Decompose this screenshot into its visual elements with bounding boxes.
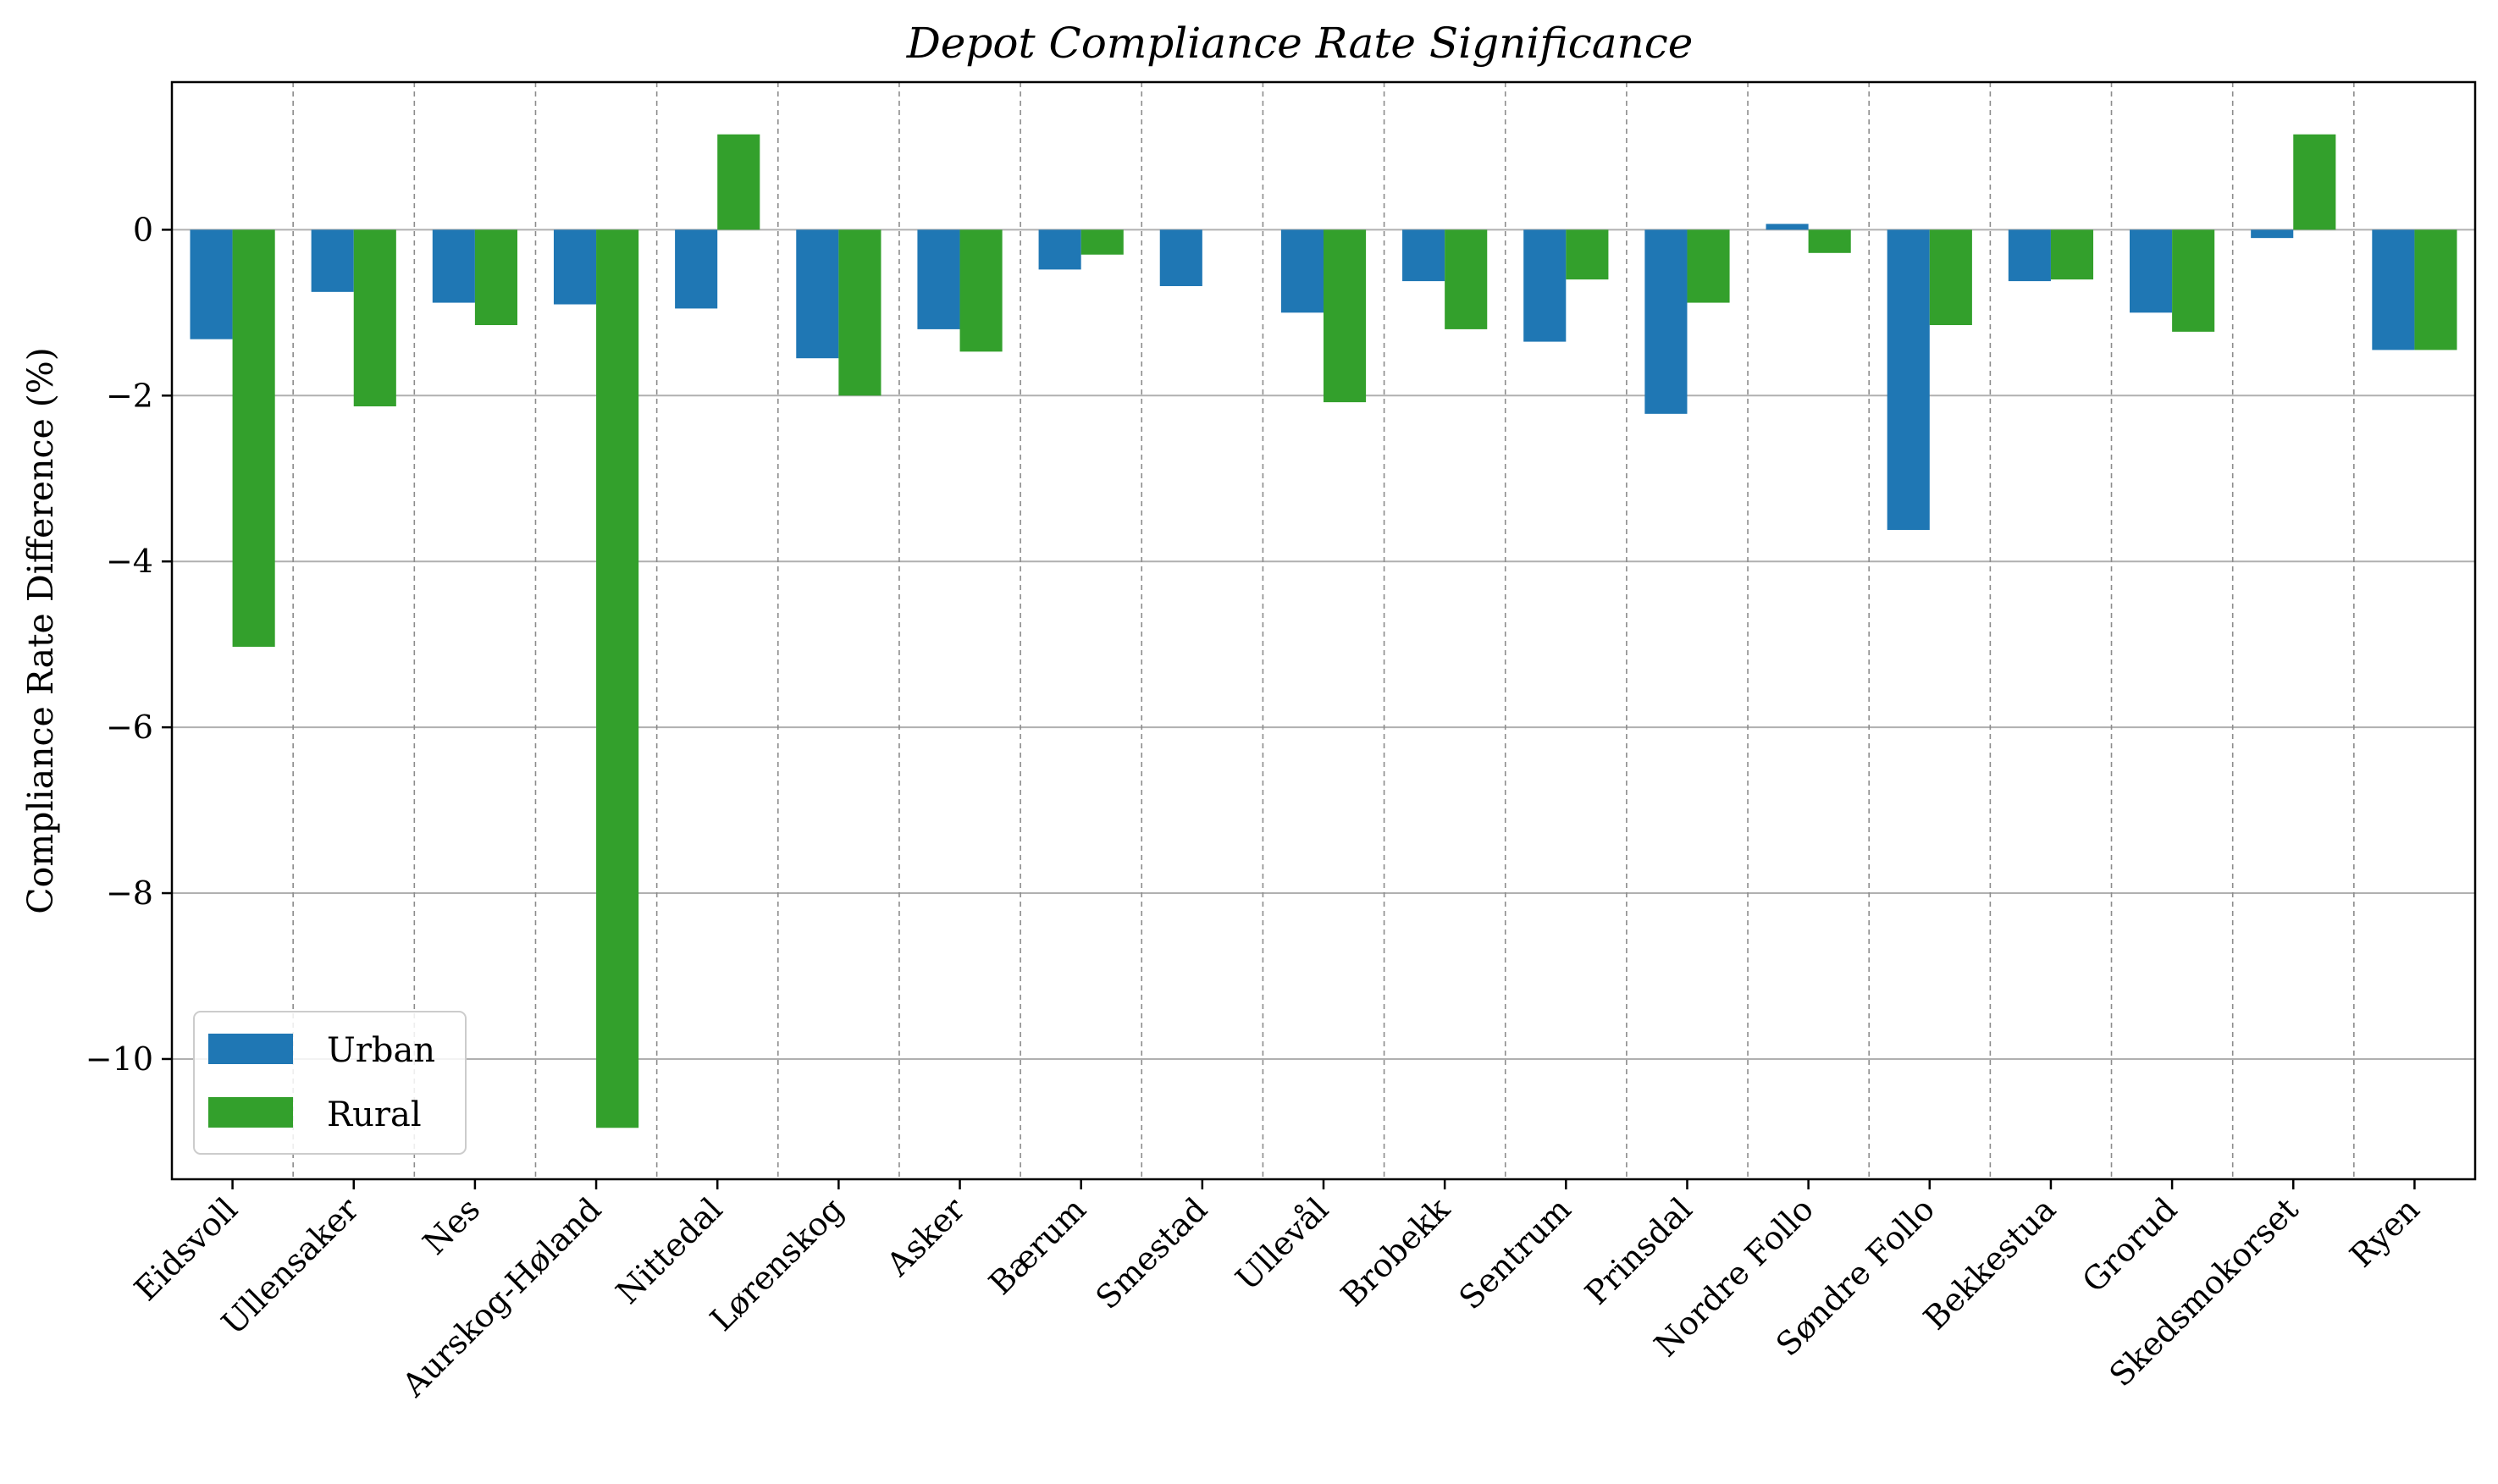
bars	[190, 134, 2457, 1128]
bar-rural-15	[2050, 229, 2094, 280]
x-tick-label-3: Aurskog-Høland	[395, 1190, 609, 1404]
x-tick-label-4: Nittedal	[609, 1190, 730, 1311]
bar-urban-3	[553, 229, 597, 305]
bar-urban-17	[2251, 229, 2294, 239]
y-tick-label-0: 0	[133, 211, 153, 248]
y-tick-label-3: −6	[106, 709, 153, 746]
y-tick-label-4: −8	[106, 874, 153, 912]
bar-rural-1	[353, 229, 396, 407]
bar-rural-11	[1566, 229, 1609, 280]
x-tick-label-18: Ryen	[2343, 1190, 2427, 1274]
x-tick-label-15: Bekkestua	[1916, 1190, 2063, 1337]
chart-title: Depot Compliance Rate Significance	[906, 19, 1694, 68]
y-axis-ticks: 0 −2 −4 −6 −8 −10	[86, 211, 172, 1078]
bar-rural-3	[596, 229, 639, 1128]
bar-urban-5	[796, 229, 839, 359]
bar-urban-7	[1038, 229, 1081, 270]
bar-urban-16	[2130, 229, 2173, 313]
legend-label-urban: Urban	[327, 1031, 435, 1070]
bar-urban-13	[1766, 223, 1809, 230]
bar-rural-5	[838, 229, 881, 396]
x-tick-label-7: Bærum	[981, 1190, 1093, 1302]
legend: Urban Rural	[193, 1011, 467, 1155]
bar-rural-2	[474, 229, 517, 326]
bar-urban-0	[190, 229, 233, 339]
bar-rural-16	[2172, 229, 2215, 332]
bar-urban-18	[2372, 229, 2415, 350]
y-axis-label: Compliance Rate Difference (%)	[20, 347, 61, 913]
y-tick-label-5: −10	[86, 1040, 153, 1078]
bar-urban-15	[2008, 229, 2051, 282]
bar-rural-14	[1929, 229, 1972, 326]
legend-swatch-rural	[208, 1097, 293, 1128]
bar-urban-10	[1402, 229, 1445, 282]
x-tick-label-9: Ullevål	[1229, 1190, 1336, 1298]
bar-rural-9	[1324, 229, 1367, 403]
x-tick-label-11: Sentrum	[1452, 1190, 1578, 1316]
bar-rural-13	[1808, 229, 1851, 253]
bar-urban-4	[675, 229, 718, 309]
bar-urban-9	[1280, 229, 1324, 313]
bar-rural-17	[2293, 134, 2336, 230]
bar-rural-0	[232, 229, 275, 648]
bar-rural-6	[959, 229, 1003, 352]
bar-rural-10	[1445, 229, 1488, 329]
bar-urban-6	[917, 229, 960, 329]
legend-swatch-urban	[208, 1034, 293, 1064]
bar-urban-2	[432, 229, 475, 303]
bar-urban-11	[1523, 229, 1567, 342]
bar-urban-12	[1644, 229, 1688, 414]
category-separators	[292, 82, 2355, 1179]
bar-urban-1	[311, 229, 354, 292]
x-tick-label-10: Brobekk	[1334, 1190, 1457, 1314]
bar-rural-18	[2414, 229, 2457, 350]
x-tick-label-2: Nes	[416, 1190, 487, 1261]
x-tick-label-0: Eidsvoll	[127, 1190, 245, 1308]
y-tick-label-1: −2	[106, 377, 153, 414]
bar-urban-8	[1159, 229, 1202, 286]
x-tick-label-8: Smestad	[1088, 1190, 1214, 1316]
bar-rural-7	[1080, 229, 1124, 255]
legend-label-rural: Rural	[327, 1095, 422, 1134]
x-tick-label-6: Asker	[879, 1190, 973, 1284]
bar-urban-14	[1887, 229, 1930, 530]
x-tick-label-12: Prinsdal	[1578, 1190, 1699, 1312]
bar-rural-4	[717, 134, 760, 230]
y-tick-label-2: −4	[106, 543, 153, 580]
x-tick-label-16: Grorud	[2075, 1190, 2185, 1299]
bar-rural-12	[1687, 229, 1730, 303]
